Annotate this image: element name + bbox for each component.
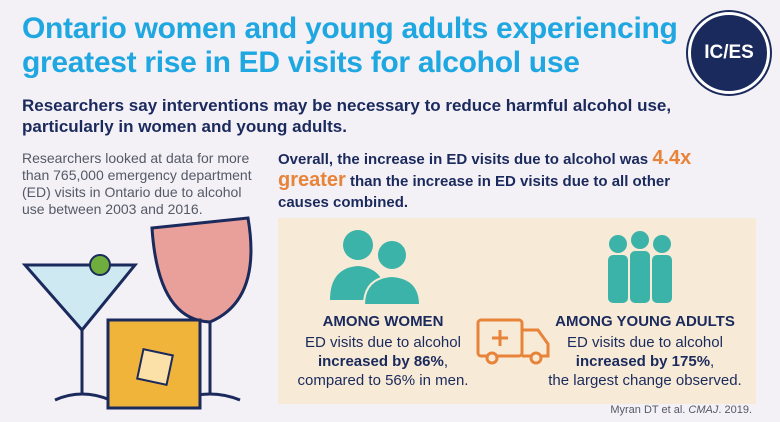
logo: IC/ES bbox=[688, 12, 770, 94]
stat-line: the largest change observed. bbox=[548, 372, 742, 389]
ambulance-icon bbox=[476, 318, 550, 365]
stat-line: ED visits due to alcohol bbox=[567, 334, 723, 351]
citation-journal: CMAJ bbox=[688, 404, 719, 416]
stat-line: compared to 56% in men. bbox=[297, 372, 469, 389]
young-adults-icon bbox=[608, 231, 672, 303]
title: Ontario women and young adults experienc… bbox=[22, 12, 678, 79]
stat-line: ED visits due to alcohol bbox=[305, 334, 461, 351]
stat-bold: increased by 86% bbox=[317, 353, 444, 370]
olive bbox=[89, 254, 111, 276]
stat-line: increased by 86%, bbox=[268, 352, 498, 371]
stat-bold: increased by 175% bbox=[575, 353, 711, 370]
young-adults-stat: AMONG YOUNG ADULTS ED visits due to alco… bbox=[530, 312, 760, 390]
intro-text: Researchers looked at data for more than… bbox=[22, 150, 252, 217]
women-stat: AMONG WOMEN ED visits due to alcohol inc… bbox=[268, 312, 498, 390]
stat-punct: , bbox=[443, 353, 449, 370]
citation: Myran DT et al. CMAJ. 2019. bbox=[610, 404, 752, 416]
citation-authors: Myran DT et al. bbox=[610, 404, 686, 416]
overall-text: Overall, the increase in ED visits due t… bbox=[278, 151, 649, 168]
overall-finding: Overall, the increase in ED visits due t… bbox=[278, 148, 718, 213]
citation-year: . 2019. bbox=[718, 404, 752, 416]
stat-punct: , bbox=[710, 353, 715, 370]
subtitle: Researchers say interventions may be nec… bbox=[22, 96, 672, 136]
overall-highlight: 4.4x greater bbox=[278, 147, 692, 191]
stat-line: increased by 175%, bbox=[530, 352, 760, 371]
stat-heading: AMONG WOMEN bbox=[322, 313, 444, 330]
tumbler-glass bbox=[106, 318, 202, 410]
stat-heading: AMONG YOUNG ADULTS bbox=[555, 313, 735, 330]
martini-glass bbox=[21, 263, 139, 402]
overall-text: than the increase in ED visits due to al… bbox=[278, 173, 671, 211]
women-icon bbox=[330, 230, 422, 306]
